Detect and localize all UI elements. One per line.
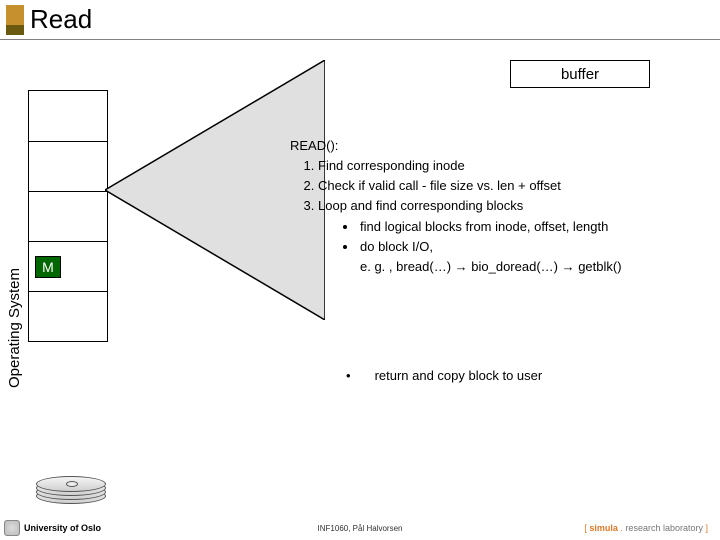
os-vertical-label: Operating System bbox=[6, 248, 23, 408]
os-cell bbox=[29, 91, 107, 141]
buffer-label: buffer bbox=[561, 66, 599, 83]
read-substeps: find logical blocks from inode, offset, … bbox=[358, 217, 622, 277]
footer-left: University of Oslo bbox=[24, 523, 101, 533]
title-bar: Read bbox=[0, 0, 720, 40]
read-step: Check if valid call - file size vs. len … bbox=[318, 176, 622, 196]
return-line: • return and copy block to user bbox=[346, 368, 542, 383]
m-box: M bbox=[35, 256, 61, 278]
read-step: Find corresponding inode bbox=[318, 156, 622, 176]
os-cell bbox=[29, 191, 107, 241]
read-step: Loop and find corresponding blocksfind l… bbox=[318, 196, 622, 277]
buffer-box: buffer bbox=[510, 60, 650, 88]
os-cell: M bbox=[29, 241, 107, 291]
footer-right: [ simula . research laboratory ] bbox=[584, 523, 708, 533]
read-substep: find logical blocks from inode, offset, … bbox=[358, 217, 622, 237]
os-cell bbox=[29, 141, 107, 191]
disk-stack bbox=[36, 472, 116, 504]
read-text-block: READ(): Find corresponding inodeCheck if… bbox=[290, 136, 622, 277]
return-text: return and copy block to user bbox=[375, 368, 543, 383]
disk-hub bbox=[66, 481, 78, 487]
slide-title: Read bbox=[30, 4, 92, 35]
disk-platter bbox=[36, 476, 106, 492]
os-stack: M bbox=[28, 90, 108, 342]
title-accent bbox=[6, 5, 24, 35]
footer: University of Oslo INF1060, Pål Halvorse… bbox=[0, 516, 720, 540]
read-heading: READ(): bbox=[290, 136, 622, 156]
read-substep: do block I/O,e. g. , bread(…) → bio_dore… bbox=[358, 237, 622, 277]
bullet-icon: • bbox=[346, 368, 351, 383]
footer-center: INF1060, Pål Halvorsen bbox=[318, 524, 403, 533]
accent-bar-top bbox=[6, 5, 24, 25]
os-cell bbox=[29, 291, 107, 341]
accent-bar-bottom bbox=[6, 25, 24, 35]
read-steps-list: Find corresponding inodeCheck if valid c… bbox=[318, 156, 622, 277]
